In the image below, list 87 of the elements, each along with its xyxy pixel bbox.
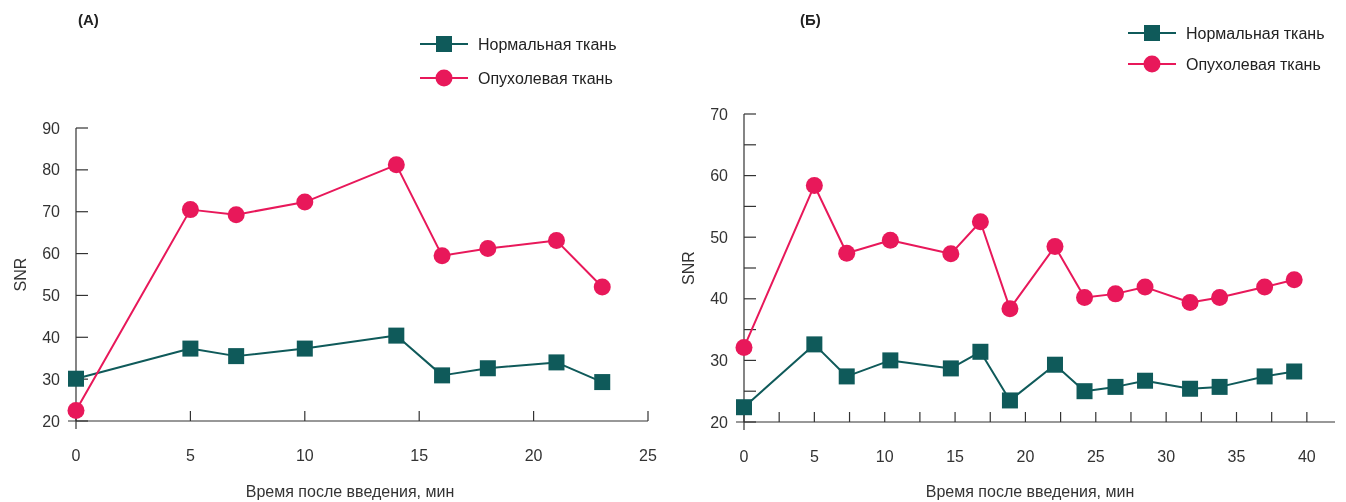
point	[433, 247, 451, 265]
point	[972, 343, 989, 360]
point	[1181, 294, 1199, 311]
x-tick-label: 15	[410, 447, 429, 464]
point	[227, 206, 245, 224]
y-tick-label: 60	[710, 167, 729, 185]
chart-title: (А)	[78, 11, 99, 28]
x-tick-label: 5	[185, 447, 195, 464]
y-tick-label: 30	[710, 352, 729, 369]
x-tick-label: 10	[875, 448, 894, 465]
x-tick-label: 35	[1227, 448, 1246, 465]
x-tick-label: 20	[524, 447, 543, 464]
x-tick-label: 40	[1297, 448, 1316, 465]
point	[593, 278, 611, 296]
point	[1182, 380, 1199, 397]
legend-label: Опухолевая ткань	[1186, 55, 1321, 73]
point	[479, 240, 497, 258]
x-tick-label: 15	[946, 448, 965, 465]
point	[971, 213, 989, 231]
point	[806, 336, 823, 353]
y-tick-label: 40	[710, 290, 729, 308]
point	[182, 340, 199, 357]
point	[548, 354, 565, 371]
point	[735, 338, 753, 356]
y-tick-label: 70	[710, 105, 729, 123]
point	[181, 201, 199, 219]
y-tick-label: 60	[42, 245, 61, 263]
x-axis-title: Время после введения, мин	[245, 483, 455, 500]
y-tick-label: 40	[42, 328, 61, 346]
y-axis-title: SNR	[680, 251, 697, 285]
legend-label: Нормальная ткань	[1186, 24, 1325, 42]
point	[547, 232, 565, 250]
point	[1211, 289, 1229, 307]
point	[838, 244, 856, 262]
point	[942, 360, 959, 377]
point	[67, 402, 85, 420]
point	[881, 231, 899, 249]
point	[1046, 356, 1063, 373]
x-tick-label: 30	[1157, 448, 1176, 465]
point	[1107, 378, 1124, 395]
y-tick-label: 20	[710, 413, 729, 431]
point	[1256, 368, 1273, 385]
y-tick-label: 50	[710, 228, 729, 246]
x-tick-label: 10	[295, 447, 314, 464]
x-axis-title: Время после введения, мин	[925, 483, 1135, 500]
point	[1256, 278, 1274, 296]
point	[1001, 392, 1018, 409]
y-tick-label: 70	[42, 203, 61, 221]
point	[434, 367, 451, 384]
x-tick-label: 0	[71, 447, 81, 464]
point	[479, 360, 496, 377]
y-tick-label: 90	[42, 119, 61, 137]
point	[882, 352, 899, 369]
point	[1001, 300, 1019, 318]
point	[387, 156, 405, 174]
point	[1136, 278, 1154, 296]
x-tick-label: 25	[639, 447, 657, 464]
legend-label: Опухолевая ткань	[478, 69, 613, 87]
point	[296, 340, 313, 357]
y-tick-label: 80	[42, 161, 61, 179]
legend-label: Нормальная ткань	[478, 35, 617, 53]
point	[228, 348, 245, 365]
point	[942, 245, 960, 263]
point	[68, 370, 84, 387]
point	[1211, 378, 1228, 395]
y-tick-label: 50	[42, 287, 61, 305]
x-tick-label: 20	[1016, 448, 1035, 465]
y-tick-label: 20	[42, 412, 61, 430]
x-tick-label: 0	[739, 448, 749, 465]
point	[1137, 372, 1154, 389]
point	[736, 399, 752, 416]
point	[805, 176, 823, 194]
point	[1106, 285, 1124, 303]
chart-title: (Б)	[800, 11, 821, 28]
x-tick-label: 25	[1086, 448, 1105, 465]
point	[1286, 363, 1303, 380]
point	[1076, 383, 1093, 400]
point	[388, 327, 405, 344]
point	[838, 368, 855, 385]
point	[1046, 237, 1064, 255]
x-tick-label: 5	[809, 448, 819, 465]
point	[594, 374, 611, 391]
point	[296, 193, 314, 211]
y-tick-label: 30	[42, 370, 61, 388]
y-axis-title: SNR	[12, 257, 29, 292]
point	[1076, 289, 1094, 307]
point	[1285, 271, 1303, 289]
